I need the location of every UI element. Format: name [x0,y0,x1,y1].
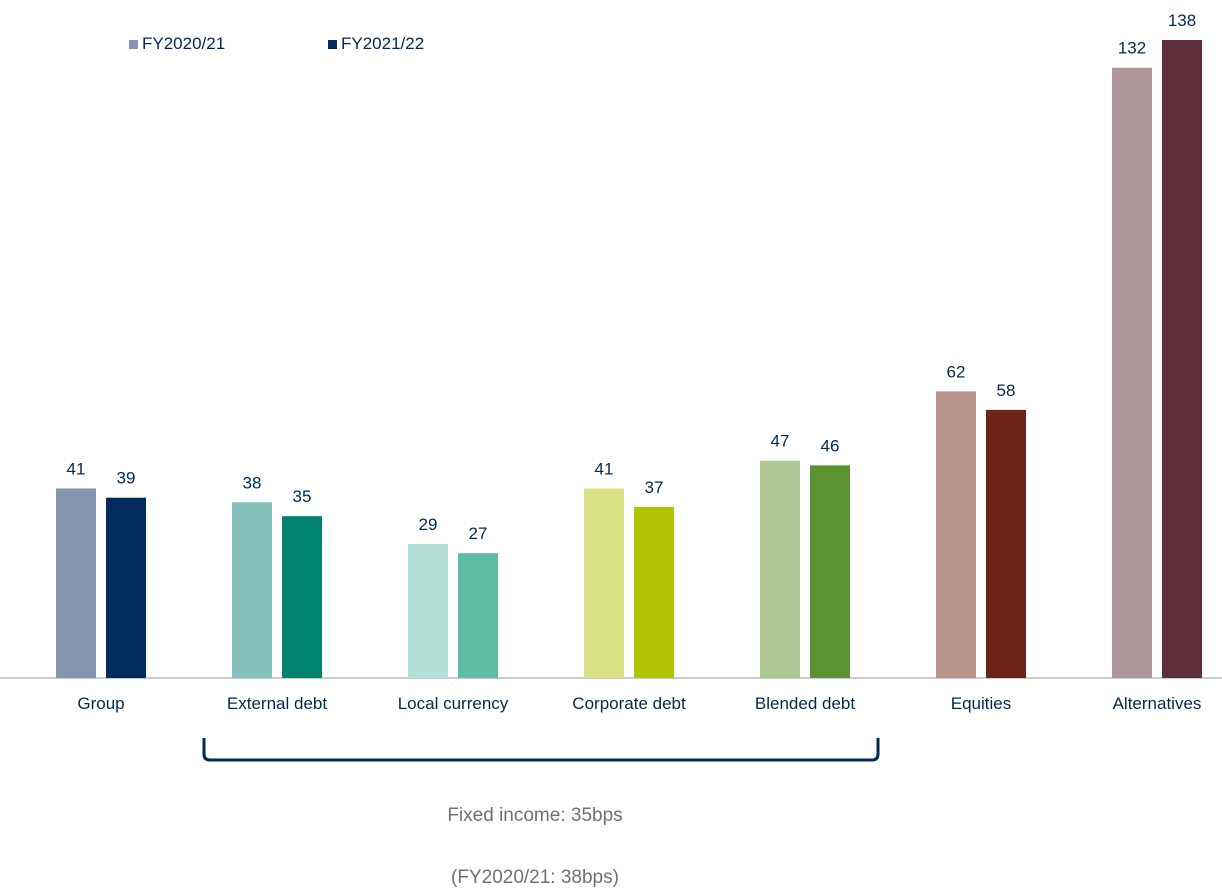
bar-blended-debt-fy2020-21 [760,460,800,678]
bar-alternatives-fy2020-21 [1112,67,1152,678]
data-label-external-debt-fy2020-21: 38 [243,473,262,492]
legend-item-fy2021: FY2021/22 [328,34,424,54]
legend-swatch-fy2021 [328,39,337,49]
bar-external-debt-fy2020-21 [232,502,272,678]
legend-label-fy2020: FY2020/21 [142,34,226,53]
x-tick-label-corporate-debt: Corporate debt [572,694,686,713]
data-label-external-debt-fy2021-22: 35 [293,487,312,506]
data-label-local-currency-fy2020-21: 29 [419,515,438,534]
bar-alternatives-fy2021-22 [1162,40,1202,678]
data-label-alternatives-fy2020-21: 132 [1118,39,1146,58]
x-tick-label-external-debt: External debt [227,694,327,713]
legend-label-fy2021: FY2021/22 [341,34,425,53]
x-tick-label-group: Group [77,694,124,713]
data-label-corporate-debt-fy2021-22: 37 [645,478,664,497]
legend-swatch-fy2020 [129,39,138,49]
bar-group-fy2021-22 [106,497,146,678]
data-label-equities-fy2021-22: 58 [997,381,1016,400]
data-label-local-currency-fy2021-22: 27 [469,524,488,543]
bar-external-debt-fy2021-22 [282,516,322,678]
fixed-income-bracket [202,738,880,762]
bar-local-currency-fy2021-22 [458,553,498,678]
bar-corporate-debt-fy2020-21 [584,488,624,678]
data-label-corporate-debt-fy2020-21: 41 [595,459,614,478]
bar-group-fy2020-21 [56,488,96,678]
data-label-blended-debt-fy2020-21: 47 [771,432,790,451]
bar-corporate-debt-fy2021-22 [634,506,674,678]
bar-equities-fy2021-22 [986,409,1026,678]
data-label-equities-fy2020-21: 62 [947,362,966,381]
x-tick-label-local-currency: Local currency [398,694,509,713]
bar-blended-debt-fy2021-22 [810,465,850,678]
x-tick-label-equities: Equities [951,694,1011,713]
fixed-income-note: Fixed income: 35bps [447,805,623,826]
bar-local-currency-fy2020-21 [408,543,448,678]
x-tick-label-alternatives: Alternatives [1113,694,1202,713]
prior-year-note: (FY2020/21: 38bps) [451,867,619,888]
bar-equities-fy2020-21 [936,391,976,678]
data-label-blended-debt-fy2021-22: 46 [821,436,840,455]
legend-item-fy2020: FY2020/21 [129,34,225,54]
data-label-group-fy2021-22: 39 [117,469,136,488]
x-tick-label-blended-debt: Blended debt [755,694,855,713]
data-label-group-fy2020-21: 41 [67,459,86,478]
data-label-alternatives-fy2021-22: 138 [1168,11,1196,30]
